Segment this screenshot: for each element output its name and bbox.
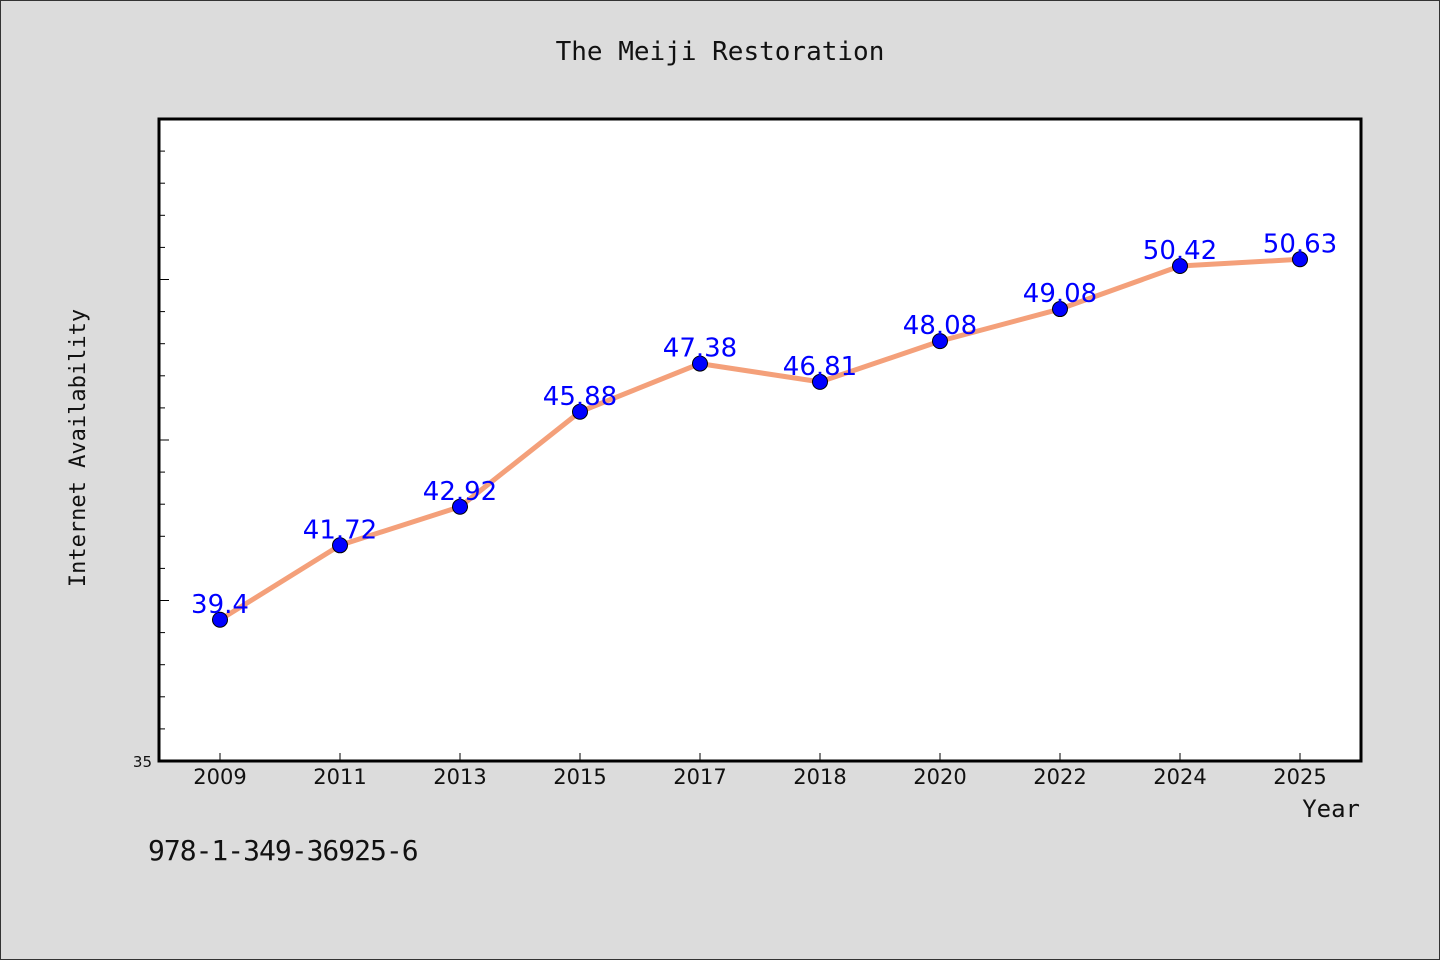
plot-area — [157, 117, 1363, 763]
x-axis-ticks — [219, 753, 1301, 761]
data-point — [812, 373, 828, 390]
data-point — [572, 403, 588, 420]
x-tick-label: 2011 — [313, 765, 366, 789]
x-tick-label: 2024 — [1153, 765, 1206, 789]
data-label: 46.81 — [783, 352, 857, 382]
x-tick-label: 2009 — [193, 765, 246, 789]
y-axis-label: Internet Availability — [66, 309, 91, 587]
data-point — [1052, 301, 1068, 318]
data-point — [212, 611, 228, 628]
series-markers — [212, 251, 1308, 628]
data-point — [332, 537, 348, 554]
y-axis-tick-label: 35 — [133, 753, 152, 771]
data-label: 50.63 — [1263, 229, 1337, 259]
data-label: 39.4 — [191, 590, 249, 620]
data-point — [1172, 258, 1188, 275]
data-label: 42.92 — [423, 477, 497, 507]
x-tick-label: 2018 — [793, 765, 846, 789]
data-label: 45.88 — [543, 382, 617, 412]
chart-title: The Meiji Restoration — [556, 37, 885, 67]
isbn-text: 978-1-349-36925-6 — [148, 834, 419, 867]
data-label: 48.08 — [903, 311, 977, 341]
data-point — [932, 333, 948, 350]
data-label: 49.08 — [1023, 279, 1097, 309]
x-axis-label: Year — [1302, 795, 1360, 823]
x-tick-label: 2025 — [1273, 765, 1326, 789]
data-label: 41.72 — [303, 515, 377, 545]
data-point — [1292, 251, 1308, 268]
data-point — [692, 355, 708, 372]
x-tick-label: 2013 — [433, 765, 486, 789]
x-tick-label: 2020 — [913, 765, 966, 789]
x-axis-tick-labels: 2009 2011 2013 2015 2017 2018 2020 2022 2024 2025 — [193, 765, 1326, 789]
data-point — [452, 498, 468, 515]
series-line — [217, 256, 1303, 623]
x-tick-label: 2017 — [673, 765, 726, 789]
data-label: 50.42 — [1143, 236, 1217, 266]
data-labels: 39.4 41.72 42.92 45.88 47.38 46.81 48.08 49.08 5… — [191, 229, 1337, 619]
data-label: 47.38 — [663, 334, 737, 364]
x-tick-label: 2022 — [1033, 765, 1086, 789]
x-tick-label: 2015 — [553, 765, 606, 789]
y-axis-ticks — [159, 150, 169, 762]
